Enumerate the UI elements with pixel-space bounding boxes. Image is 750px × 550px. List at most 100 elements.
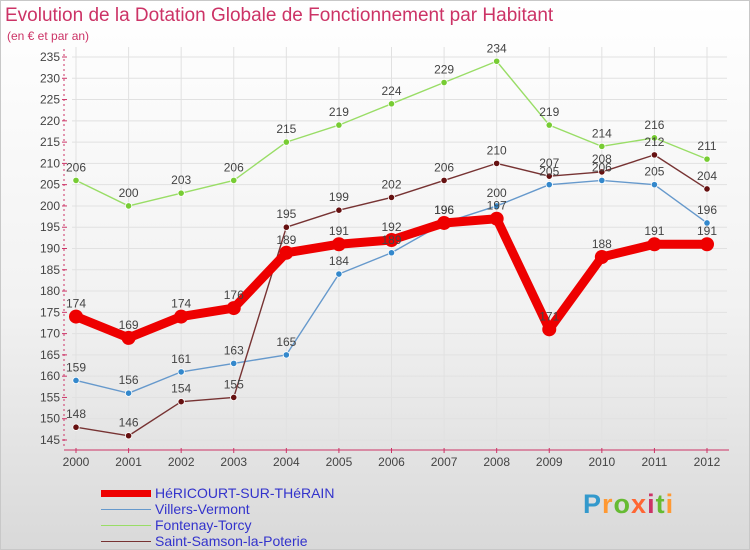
series-3-data-label: 208 <box>592 152 612 166</box>
series-2-data-label: 206 <box>224 160 244 174</box>
series-0-data-label: 176 <box>224 288 244 302</box>
y-tick-label: 210 <box>40 156 60 170</box>
legend-swatch <box>101 509 151 510</box>
y-tick-label: 225 <box>40 93 60 107</box>
x-axis-ticks: 2000 2001 2002 2003 2004 2005 2006 2007 2008 2009… <box>63 455 721 469</box>
y-axis-ticks: 145 150 155 160 165 170 175 180 185 190 195 200 205 2… <box>40 50 60 447</box>
series-3-point <box>598 168 606 176</box>
series-0-data-label: 191 <box>697 224 717 238</box>
series-2-data-label: 224 <box>381 84 401 98</box>
series-1-point <box>650 181 659 189</box>
series-1-point <box>387 249 396 257</box>
series-2-data-label: 219 <box>329 105 349 119</box>
chart-series <box>69 57 714 440</box>
series-2-data-label: 214 <box>592 126 612 140</box>
logo-letter: o <box>613 489 632 519</box>
series-3-data-label: 195 <box>276 207 296 221</box>
x-tick-label: 2010 <box>588 455 615 469</box>
series-1-data-label: 161 <box>171 352 191 366</box>
series-0-point <box>331 237 346 252</box>
series-1-data-label: 184 <box>329 254 349 268</box>
legend-label: Saint-Samson-la-Poterie <box>155 533 308 549</box>
series-0-data-label: 191 <box>644 224 664 238</box>
series-1-point <box>703 219 711 227</box>
series-3-point <box>703 185 711 193</box>
series-0-point <box>174 309 189 324</box>
series-3-data-label: 199 <box>329 190 349 204</box>
series-0-point <box>437 215 452 230</box>
series-0-point <box>226 301 241 316</box>
x-tick-label: 2008 <box>483 455 510 469</box>
legend-label: HéRICOURT-SUR-THéRAIN <box>155 485 335 501</box>
x-tick-label: 2006 <box>378 455 405 469</box>
series-2-data-label: 215 <box>276 122 296 136</box>
series-3-data-label: 146 <box>119 416 139 430</box>
series-2-data-label: 234 <box>487 41 507 55</box>
x-tick-label: 2012 <box>694 455 721 469</box>
series-0-data-label: 169 <box>119 318 139 332</box>
y-tick-label: 160 <box>40 369 60 383</box>
series-3-data-label: 154 <box>171 382 191 396</box>
series-0-point <box>489 211 504 226</box>
series-1-point <box>493 202 501 210</box>
series-3-data-label: 148 <box>66 407 86 421</box>
series-3-point <box>650 151 659 159</box>
series-0-data-label: 192 <box>381 220 401 234</box>
series-2-data-label: 216 <box>644 118 664 132</box>
series-1-data-label: 205 <box>644 165 664 179</box>
series-3-point <box>493 159 501 167</box>
y-tick-label: 235 <box>40 50 60 64</box>
logo-letter: r <box>602 489 614 519</box>
series-3-point <box>177 398 185 406</box>
x-tick-label: 2002 <box>168 455 195 469</box>
series-3-point <box>282 223 290 231</box>
series-0-point <box>700 237 714 252</box>
logo-letter: i <box>647 489 656 519</box>
y-tick-label: 155 <box>40 390 60 404</box>
series-1-point <box>124 389 133 397</box>
series-0-point <box>647 237 662 252</box>
series-0-point <box>594 250 609 265</box>
series-3-data-label: 202 <box>381 177 401 191</box>
series-0-data-label: 174 <box>171 297 191 311</box>
series-2-point <box>282 138 290 146</box>
series-1-data-label: 165 <box>276 335 296 349</box>
x-tick-label: 2004 <box>273 455 300 469</box>
x-tick-label: 2009 <box>536 455 563 469</box>
series-2-point <box>387 100 396 108</box>
y-tick-label: 175 <box>40 305 60 319</box>
series-0-point <box>279 245 294 260</box>
legend-swatch <box>101 490 151 497</box>
series-1-point <box>282 351 290 359</box>
series-2-point <box>650 134 659 142</box>
series-2-point <box>545 121 553 129</box>
series-1-point <box>598 176 606 185</box>
series-1-data-label: 163 <box>224 343 244 357</box>
series-2-data-label: 206 <box>66 160 86 174</box>
x-tick-label: 2005 <box>326 455 353 469</box>
series-3-point <box>387 193 396 202</box>
series-2-point <box>440 78 448 87</box>
series-0-point <box>121 330 136 345</box>
series-1-point <box>335 270 343 278</box>
y-tick-label: 215 <box>40 135 60 149</box>
series-2-point <box>598 142 606 150</box>
series-2-point <box>124 202 133 210</box>
series-1-data-label: 206 <box>592 160 612 174</box>
series-3-data-label: 204 <box>697 169 717 183</box>
series-2-point <box>703 155 711 163</box>
series-0-point <box>384 232 399 247</box>
series-0-point <box>69 309 83 324</box>
y-tick-label: 220 <box>40 114 60 128</box>
series-0-data-label: 188 <box>592 237 612 251</box>
series-1-data-label: 200 <box>487 186 507 200</box>
series-2-data-label: 229 <box>434 63 454 77</box>
y-tick-label: 190 <box>40 242 60 256</box>
x-tick-label: 2001 <box>115 455 142 469</box>
logo-letter: P <box>583 489 603 519</box>
logo-letter: t <box>655 489 666 519</box>
series-0-data-label: 171 <box>539 309 559 323</box>
series-0-data-label: 189 <box>276 233 296 247</box>
